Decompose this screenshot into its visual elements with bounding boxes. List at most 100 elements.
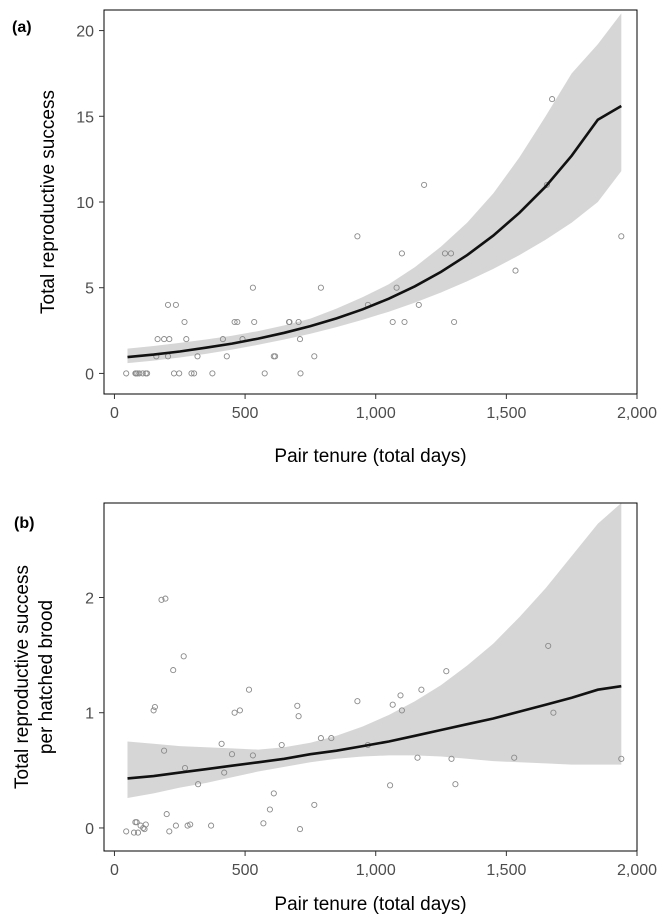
data-point [261, 370, 268, 377]
data-point [154, 336, 161, 343]
x-tick-label: 1,500 [486, 862, 526, 879]
data-point [393, 284, 400, 291]
data-point [543, 181, 550, 188]
plot-frame [103, 502, 638, 852]
data-point [448, 755, 455, 762]
y-tick-label: 5 [85, 281, 94, 298]
x-tick-label: 500 [232, 862, 259, 879]
data-point [130, 829, 138, 836]
data-point [231, 318, 238, 326]
data-point [387, 782, 394, 789]
data-point [151, 703, 158, 711]
data-point [549, 96, 556, 103]
data-point [158, 596, 165, 603]
data-point [161, 336, 168, 343]
data-point [452, 781, 459, 788]
data-point [166, 828, 173, 835]
y-axis-title: Total reproductive success [38, 90, 59, 314]
x-axis-title: Pair tenure (total days) [274, 446, 466, 467]
data-point [195, 781, 202, 788]
data-point [414, 754, 421, 761]
data-point [618, 755, 625, 762]
data-point [234, 318, 241, 326]
data-point [172, 301, 179, 308]
data-point [136, 370, 143, 377]
data-point [354, 698, 361, 705]
data-point [296, 826, 304, 833]
y-axis-title: per hatched brood [36, 600, 57, 754]
data-point [443, 668, 450, 675]
data-point [166, 336, 173, 343]
confidence-band [127, 13, 622, 364]
x-tick-label: 1,000 [356, 862, 396, 879]
data-point [317, 284, 324, 291]
data-point [181, 318, 188, 326]
data-point [512, 267, 519, 274]
data-point [328, 735, 335, 742]
y-axis-title: Total reproductive success [12, 565, 33, 789]
y-tick-label: 10 [76, 195, 94, 212]
data-point [397, 692, 404, 699]
data-point [295, 318, 302, 326]
data-point [187, 821, 194, 828]
fitted-curve [127, 104, 622, 359]
data-point [272, 353, 279, 360]
data-point [191, 370, 198, 377]
data-point [278, 741, 285, 749]
data-point [294, 702, 301, 709]
data-point [170, 370, 178, 377]
data-point [511, 754, 518, 761]
data-point [260, 820, 267, 827]
data-point [194, 353, 201, 360]
data-point [398, 707, 405, 714]
data-point [134, 829, 142, 836]
data-point [311, 801, 318, 808]
fitted-curve [127, 684, 622, 780]
data-point [176, 370, 183, 377]
data-point [415, 301, 422, 308]
confidence-band [127, 503, 622, 798]
data-point [170, 667, 177, 674]
data-point [150, 707, 157, 714]
data-point [221, 769, 228, 776]
data-point [172, 822, 179, 829]
data-point [162, 595, 169, 602]
x-axis-title: Pair tenure (total days) [274, 894, 466, 915]
y-tick-label: 0 [85, 821, 94, 838]
x-tick-label: 0 [110, 862, 119, 879]
data-point [218, 740, 225, 747]
data-point [295, 713, 302, 720]
data-point [270, 790, 277, 797]
data-point [286, 318, 293, 326]
data-point [164, 301, 172, 308]
data-point [389, 701, 396, 708]
data-point [163, 811, 170, 818]
data-point [123, 370, 130, 377]
data-point [231, 709, 238, 716]
data-point [398, 250, 405, 257]
data-point [123, 828, 130, 835]
data-point [142, 821, 149, 828]
x-tick-label: 1,500 [486, 405, 526, 422]
data-point [249, 284, 256, 291]
data-point [208, 822, 215, 829]
data-point [245, 686, 253, 693]
data-point [161, 747, 168, 754]
data-point [354, 233, 361, 240]
y-tick-label: 15 [76, 109, 94, 126]
data-point [144, 370, 151, 377]
chart-panel-b: 0 500 1,000 1,500 2,000 0 1 2 (b) Pair tenure (to… [12, 502, 657, 915]
data-point [317, 735, 324, 742]
x-tick-label: 500 [232, 405, 259, 422]
data-point [133, 819, 140, 826]
data-point [441, 250, 449, 257]
data-point [418, 686, 425, 693]
chart-panel-a: 0 500 1,000 1,500 2,000 0 5 10 15 20 (a) Pair tenur… [12, 9, 657, 467]
data-point [228, 751, 236, 758]
y-tick-label: 2 [85, 590, 94, 607]
y-tick-label: 20 [76, 24, 94, 41]
x-tick-label: 0 [110, 405, 119, 422]
x-tick-label: 1,000 [356, 405, 396, 422]
data-point [266, 806, 273, 813]
